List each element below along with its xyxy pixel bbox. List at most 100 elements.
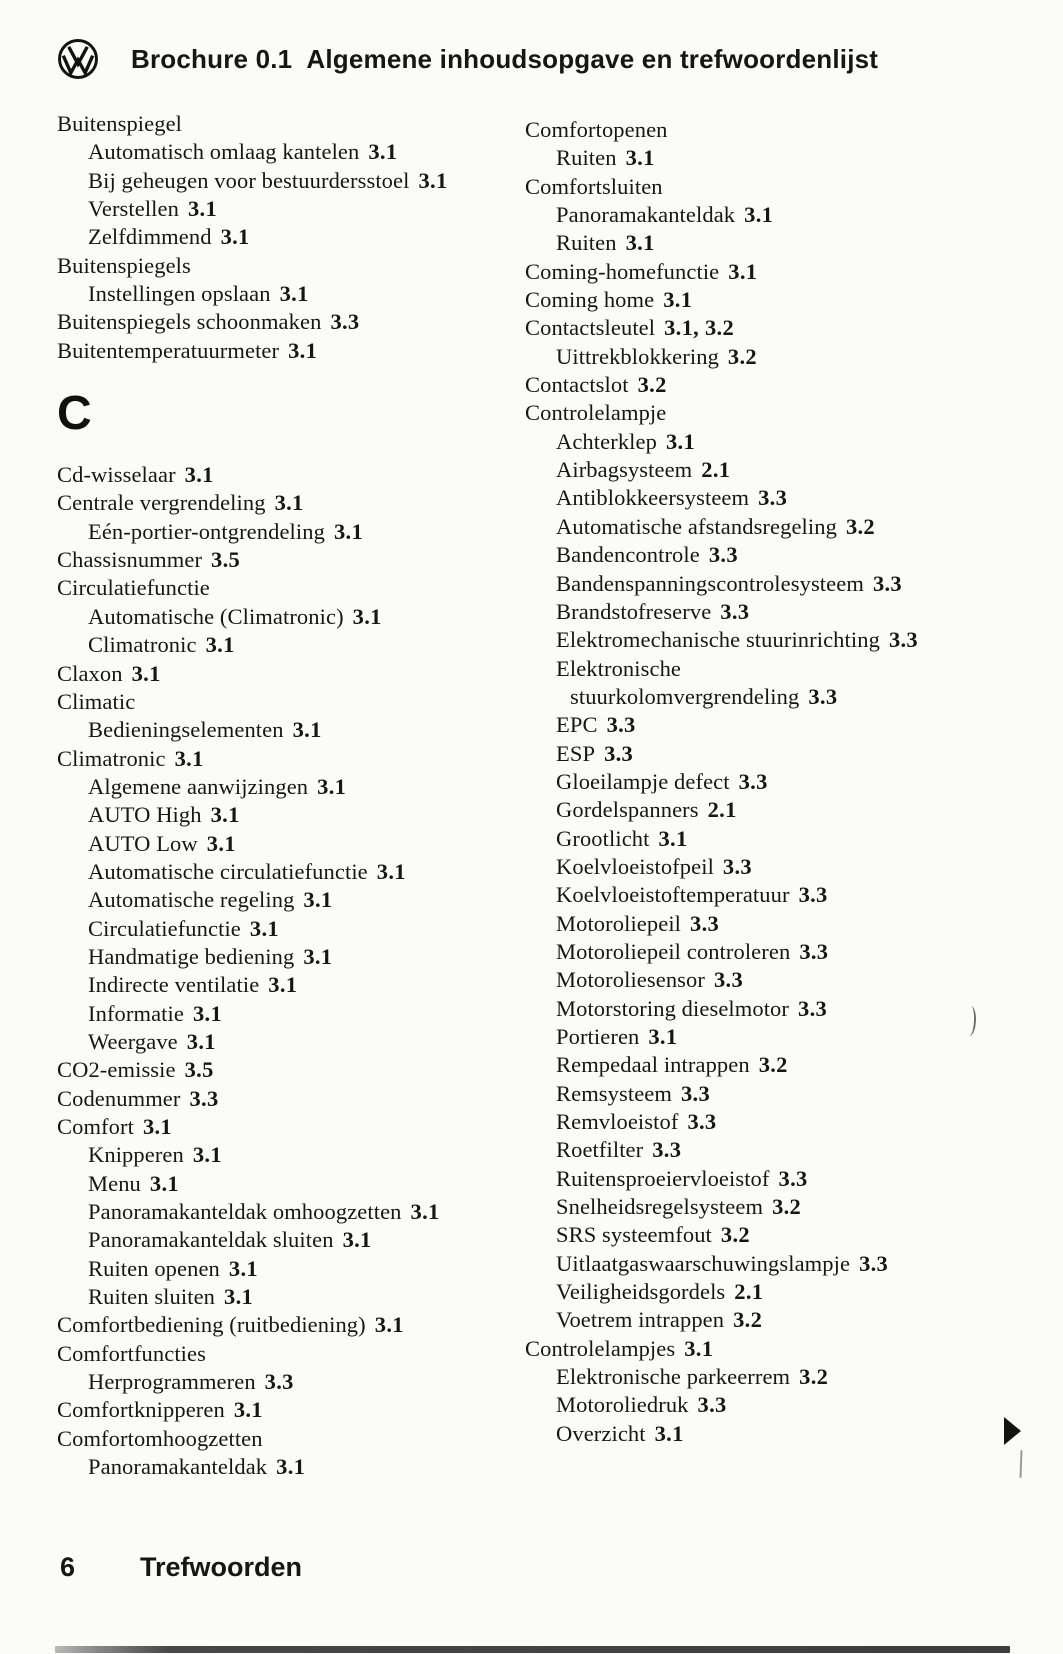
index-entry: Panoramakanteldak 3.1 [525,201,1035,229]
entry-label: Comfort [57,1114,134,1139]
index-entry: Brandstofreserve 3.3 [525,598,1035,626]
index-entry: Circulatiefunctie 3.1 [57,915,525,943]
entry-page-ref: 3.3 [687,1109,717,1135]
entry-page-ref: 3.1 [279,281,309,307]
index-entry: Panoramakanteldak sluiten 3.1 [57,1226,525,1254]
entry-page-ref: 3.1 [684,1335,714,1361]
entry-label: Motoroliepeil [556,910,682,936]
index-entry: Buitenspiegels [57,252,525,280]
entry-page-ref: 3.2 [720,1222,750,1248]
index-entry: Informatie 3.1 [57,1000,525,1028]
index-entry: Climatronic 3.1 [57,745,525,773]
index-entry: AUTO High 3.1 [57,801,525,829]
entry-label: Ruiten [556,145,617,171]
index-entry: Panoramakanteldak 3.1 [57,1453,525,1481]
index-entry: Elektronische [525,655,1035,683]
index-entry: Ruitensproeiervloeistof 3.3 [525,1165,1035,1193]
entry-page-ref: 3.1 [744,202,774,228]
entry-label: Zelfdimmend [88,224,212,250]
index-entry: Buitentemperatuurmeter 3.1 [57,337,525,365]
entry-label: Koelvloeistoftemperatuur [556,882,790,908]
entry-label: ESP [556,740,596,766]
page-title-brochure: Brochure 0.1 [131,43,293,74]
entry-label: Uitlaatgaswaarschuwingslampje [556,1250,851,1276]
entry-label: Achterklep [556,428,657,454]
entry-page-ref: 3.3 [758,485,788,511]
entry-page-ref: 3.1 [333,518,363,544]
index-entry: Airbagsysteem 2.1 [525,456,1035,484]
entry-page-ref: 3.1 [205,632,235,658]
entry-page-ref: 3.3 [808,683,838,709]
index-entry: ESP 3.3 [525,740,1035,768]
index-entry: Gordelspanners 2.1 [525,796,1035,824]
entry-label: Coming home [525,287,655,313]
index-entry: Koelvloeistofpeil 3.3 [525,853,1035,881]
entry-page-ref: 3.1 [625,230,655,256]
entry-label: Herprogrammeren [88,1369,256,1395]
entry-page-ref: 3.3 [604,740,634,766]
entry-page-ref: 3.3 [722,853,752,879]
entry-label: Comfortknipperen [57,1397,225,1423]
index-entry: Elektronische parkeerrem 3.2 [525,1363,1035,1391]
index-entry: Grootlicht 3.1 [525,825,1035,853]
entry-label: Comfortbediening (ruitbediening) [57,1312,366,1338]
entry-label: Uittrekblokkering [556,343,719,369]
entry-label: Elektronische parkeerrem [556,1364,791,1390]
entry-label: Algemene aanwijzingen [88,773,309,799]
index-entry: EPC 3.3 [525,711,1035,739]
entry-label: Eén-portier-ontgrendeling [88,518,325,544]
index-entry: Elektromechanische stuurinrichting 3.3 [525,626,1035,654]
entry-label: Koelvloeistofpeil [556,853,714,879]
index-entry: Indirecte ventilatie 3.1 [57,971,525,999]
entry-label: Cd-wisselaar [57,462,176,488]
entry-label: Buitentemperatuurmeter [57,337,280,363]
entry-page-ref: 3.3 [738,768,768,794]
entry-page-ref: 3.1 [220,224,250,250]
entry-label: Airbagsysteem [556,457,693,483]
entry-label: Rempedaal intrappen [556,1052,750,1078]
index-entry: Eén-portier-ontgrendeling 3.1 [57,518,525,546]
page-header: Brochure 0.1 Algemene inhoudsopgave en t… [57,38,878,80]
entry-label: Motoroliesensor [556,967,705,993]
entry-page-ref: 3.1 [342,1227,372,1253]
entry-label: Ruiten openen [88,1255,220,1281]
index-entry: Motoroliesensor 3.3 [525,966,1035,994]
index-entry: SRS systeemfout 3.2 [525,1221,1035,1249]
entry-page-ref: 2.1 [707,797,737,823]
index-entry: Ruiten sluiten 3.1 [57,1283,525,1311]
entry-label: Indirecte ventilatie [88,972,260,998]
entry-page-ref: 3.2 [733,1307,763,1333]
entry-label: Handmatige bediening [88,943,295,969]
entry-label: Centrale vergrendeling [57,490,266,516]
index-entry: Climatic [57,688,525,716]
entry-page-ref: 3.1 [658,825,688,851]
entry-page-ref: 3.3 [652,1137,682,1163]
index-entry: Roetfilter 3.3 [525,1136,1035,1164]
entry-page-ref: 3.1 [728,258,758,284]
entry-page-ref: 3.1 [149,1170,179,1196]
index-entry: stuurkolomvergrendeling 3.3 [525,683,1035,711]
index-entry: Circulatiefunctie [57,574,525,602]
index-entry: Contactslot 3.2 [525,371,1035,399]
entry-label: Gloeilampje defect [556,768,730,794]
entry-label: Bij geheugen voor bestuurdersstoel [88,167,410,193]
entry-page-ref: 3.3 [680,1080,711,1106]
entry-page-ref: 3.1 [142,1114,172,1139]
entry-page-ref: 3.1 [663,287,693,313]
entry-page-ref: 3.3 [189,1085,219,1111]
entry-label: Menu [88,1170,141,1196]
index-entry: Handmatige bediening 3.1 [57,943,525,971]
index-entry: Motorstoring dieselmotor 3.3 [525,995,1035,1023]
entry-label: AUTO High [88,802,202,828]
entry-page-ref: 3.3 [859,1250,889,1276]
bottom-bar [55,1646,1010,1653]
index-entry: Climatronic 3.1 [57,631,525,659]
entry-page-ref: 3.1 [206,830,236,856]
entry-page-ref: 3.1 [418,167,448,193]
entry-label: SRS systeemfout [556,1222,712,1248]
index-entry: Weergave 3.1 [57,1028,525,1056]
index-entry: Comfortomhoogzetten [57,1425,525,1453]
entry-label: Buitenspiegel [57,111,183,136]
entry-label: Weergave [88,1028,178,1054]
continuation-arrow-icon [1004,1417,1021,1445]
